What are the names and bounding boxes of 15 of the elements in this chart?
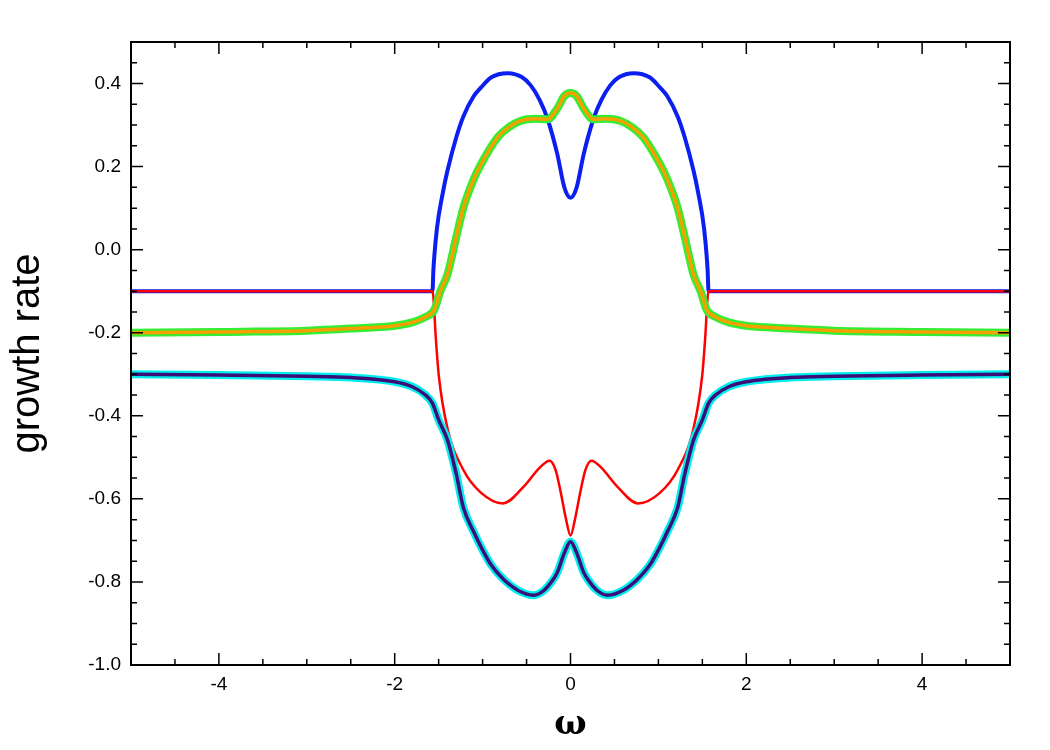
y-tick-label: 0.0: [94, 237, 121, 259]
x-tick-label: -2: [386, 672, 404, 694]
y-axis-title: growth rate: [3, 253, 48, 454]
x-tick-label: 4: [916, 672, 928, 694]
y-tick-label: 0.2: [94, 154, 121, 176]
y-tick-label: -1.0: [88, 653, 121, 675]
y-tick-label: -0.8: [88, 570, 121, 592]
x-tick-label: 2: [741, 672, 752, 694]
x-tick-label: 0: [565, 672, 576, 694]
y-tick-label: -0.4: [88, 404, 122, 426]
y-tick-label: -0.6: [88, 487, 121, 509]
x-axis-title: ω: [554, 702, 587, 743]
y-tick-label: -0.2: [88, 320, 121, 342]
x-tick-label: -4: [210, 672, 228, 694]
y-tick-label: 0.4: [94, 71, 122, 93]
